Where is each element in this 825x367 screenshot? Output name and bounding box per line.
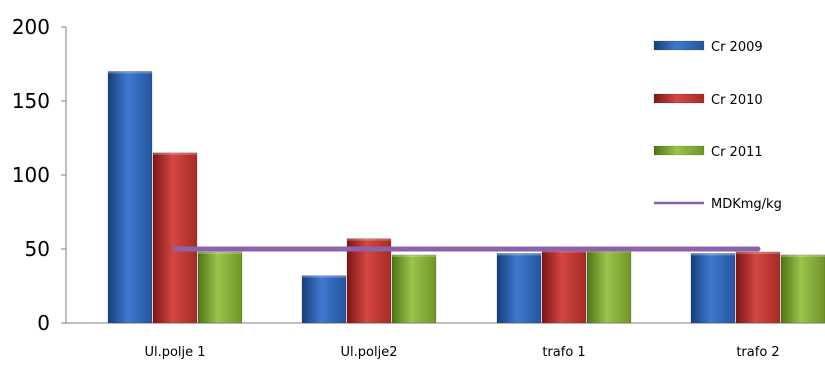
legend-swatch [653, 40, 705, 51]
bar [346, 238, 392, 324]
x-tick-label: trafo 2 [736, 345, 779, 360]
x-tick-label: Ul.polje2 [341, 345, 398, 360]
legend-label: Cr 2011 [711, 145, 763, 160]
bar-highlight [347, 238, 391, 241]
x-axis-labels: Ul.polje 1 Ul.polje2 trafo 1 trafo 2 [144, 345, 779, 360]
y-tick-label: 0 [37, 311, 50, 335]
bar-highlight [497, 253, 541, 256]
y-tick-label: 200 [12, 15, 50, 39]
bar [391, 254, 437, 324]
legend-swatch [653, 145, 705, 156]
legend: Cr 2009 Cr 2010 Cr 2011 MDKmg/kg [653, 40, 782, 212]
bar [690, 253, 736, 324]
bar-highlight [392, 254, 436, 257]
legend-swatch [653, 93, 705, 104]
bar [586, 250, 632, 324]
bar-highlight [198, 251, 242, 254]
x-tick-label: Ul.polje 1 [144, 345, 205, 360]
legend-label: Cr 2009 [711, 40, 763, 55]
y-tick-label: 100 [12, 163, 50, 187]
bar-highlight [691, 253, 735, 256]
bar [496, 253, 542, 324]
bar-highlight [781, 254, 825, 257]
bar [735, 251, 781, 324]
legend-label: Cr 2010 [711, 93, 763, 108]
bar [197, 251, 243, 324]
legend-label: MDKmg/kg [711, 197, 782, 212]
bar [780, 254, 825, 324]
y-tick-label: 50 [25, 237, 50, 261]
bar [152, 152, 198, 324]
y-tick-label: 150 [12, 89, 50, 113]
bar [541, 250, 587, 324]
bars [107, 71, 825, 324]
bar-highlight [153, 152, 197, 155]
bar [107, 71, 153, 324]
bar-highlight [108, 71, 152, 74]
bar [301, 275, 347, 324]
bar-highlight [736, 251, 780, 254]
bar-highlight [302, 275, 346, 278]
x-tick-label: trafo 1 [542, 345, 585, 360]
